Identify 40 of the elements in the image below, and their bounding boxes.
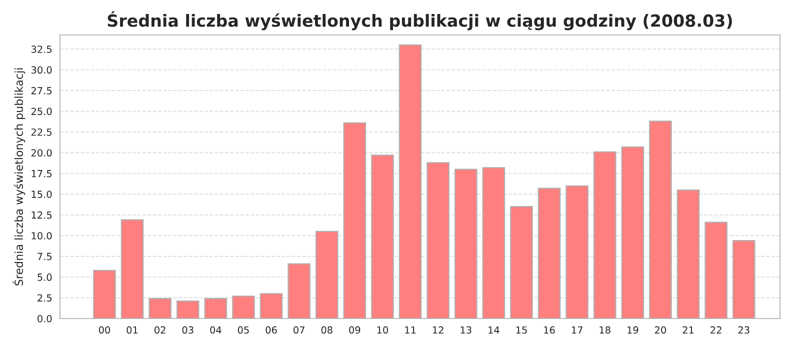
x-tick-label: 16	[544, 326, 555, 334]
x-tick-label: 10	[377, 326, 388, 334]
y-tick-label: 27.5	[31, 87, 52, 94]
x-tick-label: 04	[210, 326, 222, 334]
x-tick-label: 13	[460, 326, 472, 334]
y-tick-label: 2.5	[38, 294, 52, 302]
y-tick-label: 17.5	[32, 170, 52, 178]
x-tick-label: 02	[154, 326, 166, 334]
y-tick-label: 20.0	[31, 149, 52, 157]
y-tick-label: 25.0	[31, 108, 52, 116]
x-tick-label: 12	[432, 326, 444, 334]
y-tick-label: 5.0	[38, 274, 52, 281]
x-tick-label: 00	[98, 326, 110, 334]
y-tick-label: 7.5	[38, 252, 52, 260]
y-axis-title: Średnia liczba wyświetlonych publikacji	[12, 68, 26, 286]
x-tick-label: 14	[488, 326, 500, 334]
x-tick-label: 06	[266, 326, 277, 334]
x-tick-label: 09	[349, 326, 360, 334]
x-tick-label: 18	[600, 326, 610, 334]
y-tick-label: 22.5	[31, 128, 52, 136]
y-tick-label: 30.0	[31, 66, 52, 74]
x-tick-label: 03	[182, 326, 194, 334]
x-tick-label: 21	[682, 326, 694, 334]
x-tick-label: 15	[516, 326, 527, 334]
x-tick-label: 17	[572, 326, 582, 334]
y-tick-label: 10.0	[32, 232, 52, 240]
x-tick-label: 07	[294, 326, 304, 334]
x-tick-label: 22	[710, 326, 722, 334]
y-tick-label: 32.5	[31, 46, 52, 53]
y-tick-label: 12.5	[32, 211, 52, 219]
chart-title: Średnia liczba wyświetlonych publikacji w ciągu godziny (2008.03)	[108, 11, 732, 30]
x-tick-label: 05	[238, 326, 249, 334]
x-tick-label: 19	[628, 326, 638, 334]
y-tick-label: 15.0	[32, 190, 52, 198]
x-tick-label: 08	[321, 326, 332, 334]
x-tick-label: 23	[738, 326, 750, 334]
x-tick-label: 01	[126, 326, 138, 334]
x-tick-label: 11	[405, 326, 416, 334]
x-tick-label: 20	[654, 326, 666, 334]
y-tick-label: 0.0	[38, 314, 52, 322]
